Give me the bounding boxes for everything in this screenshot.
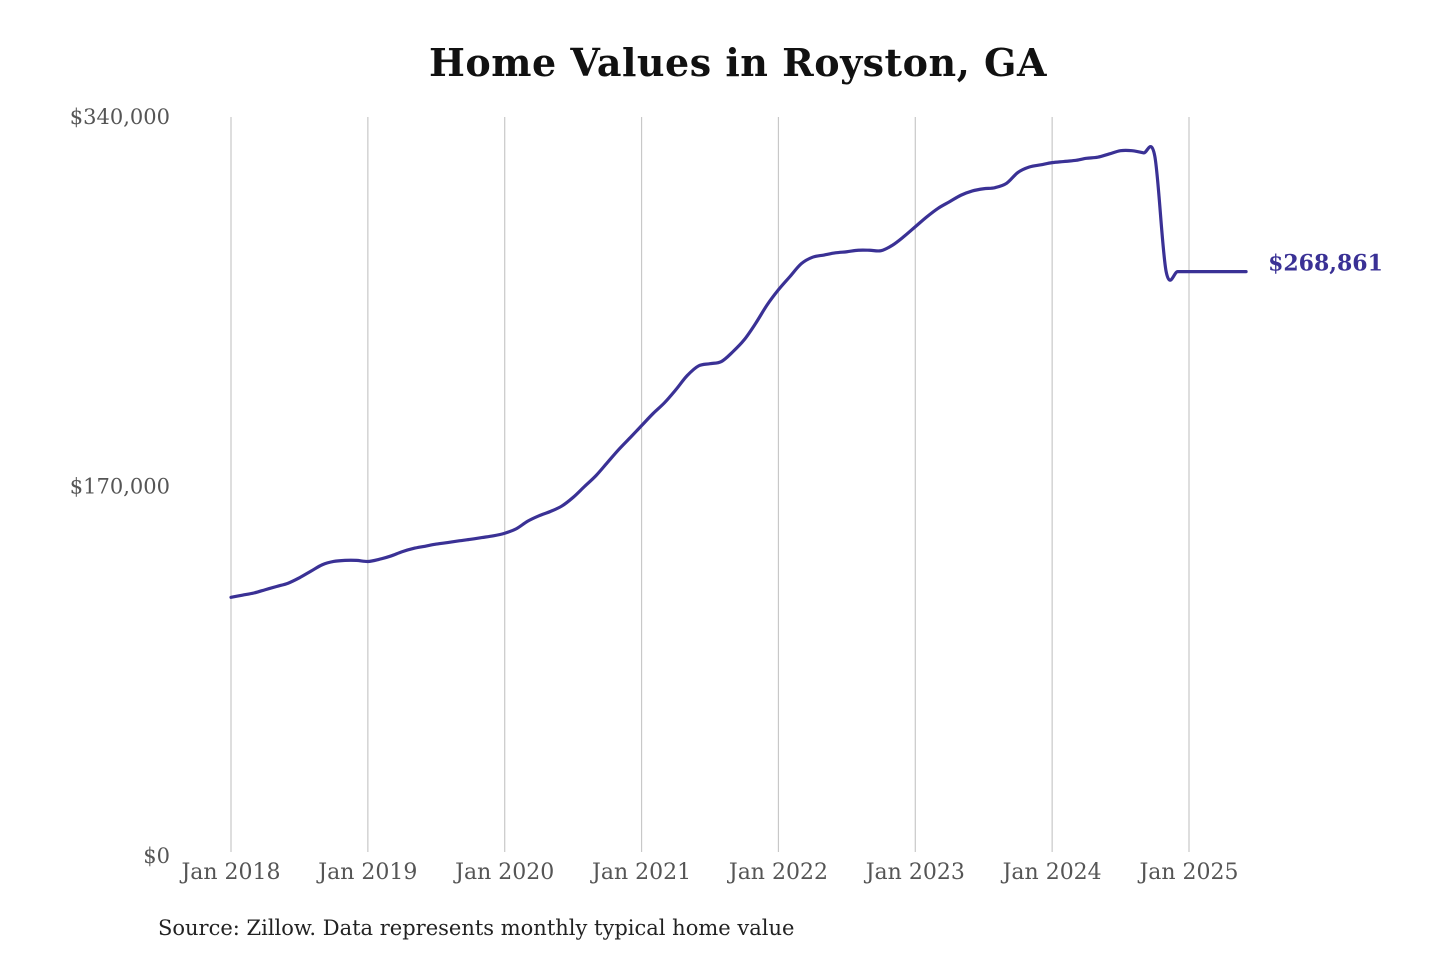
x-tick-label-5: Jan 2023	[864, 860, 965, 885]
source-note: Source: Zillow. Data represents monthly …	[158, 916, 795, 940]
chart-title: Home Values in Royston, GA	[429, 40, 1047, 85]
vertical-gridlines	[230, 117, 1190, 852]
end-value-label: $268,861	[1268, 251, 1383, 277]
y-tick-label-2: $340,000	[70, 105, 170, 129]
x-tick-label-6: Jan 2024	[1001, 860, 1102, 885]
x-tick-label-2: Jan 2020	[453, 860, 554, 885]
x-tick-label-0: Jan 2018	[179, 860, 280, 885]
x-axis-ticks: Jan 2018 Jan 2019 Jan 2020 Jan 2021 Jan 2022…	[179, 860, 1238, 885]
series-layer: $268,861	[229, 145, 1383, 599]
x-tick-label-7: Jan 2025	[1137, 860, 1238, 885]
y-tick-label-0: $0	[143, 844, 170, 868]
x-tick-label-4: Jan 2022	[727, 860, 828, 885]
home-value-line	[229, 145, 1248, 599]
x-tick-label-3: Jan 2021	[590, 860, 691, 885]
y-tick-label-1: $170,000	[70, 475, 170, 499]
y-axis-ticks: $0 $170,000 $340,000	[70, 105, 170, 868]
x-tick-label-1: Jan 2019	[316, 860, 417, 885]
